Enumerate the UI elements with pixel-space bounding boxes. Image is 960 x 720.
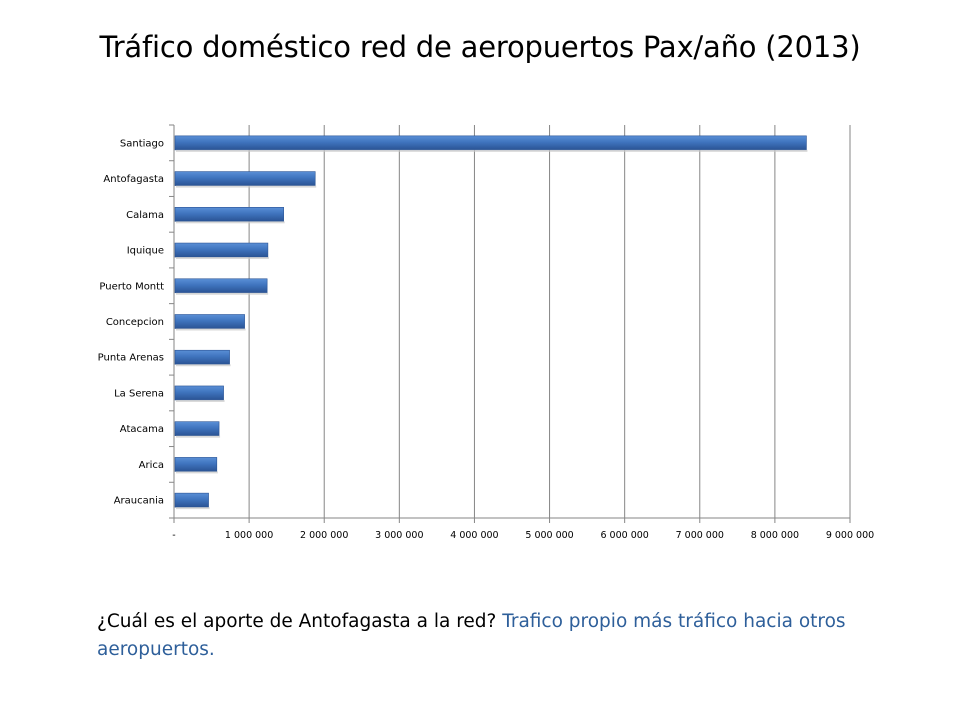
- category-label-calama: Calama: [126, 210, 164, 221]
- bar-shadow-10: [176, 507, 210, 510]
- category-label-la-serena: La Serena: [114, 388, 164, 399]
- bar-iquique: [174, 242, 269, 258]
- footer-text: ¿Cuál es el aporte de Antofagasta a la r…: [97, 608, 897, 664]
- x-tick-label-2: 2 000 000: [300, 530, 348, 541]
- category-label-antofagasta: Antofagasta: [103, 174, 164, 185]
- x-tick-label-3: 3 000 000: [375, 530, 423, 541]
- x-tick-label-6: 6 000 000: [600, 530, 648, 541]
- bar-shadow-2: [176, 221, 285, 224]
- footer-answer: Trafico propio más tráfico hacia otros a…: [97, 611, 846, 660]
- category-label-arica: Arica: [139, 460, 164, 471]
- category-labels: Santiago Antofagasta Calama Iquique Puerto M…: [98, 138, 164, 506]
- category-label-iquique: Iquique: [127, 246, 164, 257]
- bar-shadow-6: [176, 364, 231, 367]
- x-tick-labels: - 1 000 000 2 000 000 3 000 000 4 000 000 5 0…: [172, 530, 874, 541]
- bar-shadow-4: [176, 292, 269, 295]
- x-tick-label-4: 4 000 000: [450, 530, 498, 541]
- bars: [174, 135, 808, 510]
- footer-question: ¿Cuál es el aporte de Antofagasta a la r…: [97, 611, 497, 632]
- bar-punta-arenas: [174, 349, 230, 365]
- bar-la-serena: [174, 385, 224, 401]
- x-tick-label-8: 8 000 000: [751, 530, 799, 541]
- bar-antofagasta: [174, 171, 316, 186]
- category-label-araucania: Araucania: [114, 496, 164, 507]
- bar-santiago: [174, 135, 807, 151]
- bar-shadow-9: [176, 471, 218, 474]
- x-tick-label-9: 9 000 000: [826, 530, 874, 541]
- bar-atacama: [174, 421, 220, 436]
- category-label-santiago: Santiago: [120, 138, 164, 149]
- gridlines: [248, 125, 851, 518]
- category-label-puerto-montt: Puerto Montt: [99, 281, 164, 292]
- category-label-punta-arenas: Punta Arenas: [98, 353, 164, 364]
- slide-title: Tráfico doméstico red de aeropuertos Pax…: [99, 30, 861, 64]
- bar-calama: [174, 207, 284, 222]
- category-label-atacama: Atacama: [120, 424, 164, 435]
- x-tick-label-1: 1 000 000: [225, 530, 273, 541]
- bar-shadow-8: [176, 435, 221, 438]
- bar-arica: [174, 457, 218, 472]
- bar-araucania: [174, 492, 209, 508]
- bar-shadow-0: [176, 149, 808, 152]
- x-tick-label-0: -: [172, 530, 175, 541]
- bar-shadow-5: [176, 328, 246, 331]
- x-tick-label-7: 7 000 000: [676, 530, 724, 541]
- bar-shadow-1: [176, 185, 317, 188]
- bar-concepcion: [174, 314, 245, 329]
- bar-shadow-7: [176, 399, 225, 402]
- category-label-concepcion: Concepcion: [106, 317, 164, 328]
- bar-shadow-3: [176, 257, 269, 260]
- bar-puerto-montt: [174, 278, 268, 294]
- x-tick-label-5: 5 000 000: [525, 530, 573, 541]
- axes: [169, 124, 851, 523]
